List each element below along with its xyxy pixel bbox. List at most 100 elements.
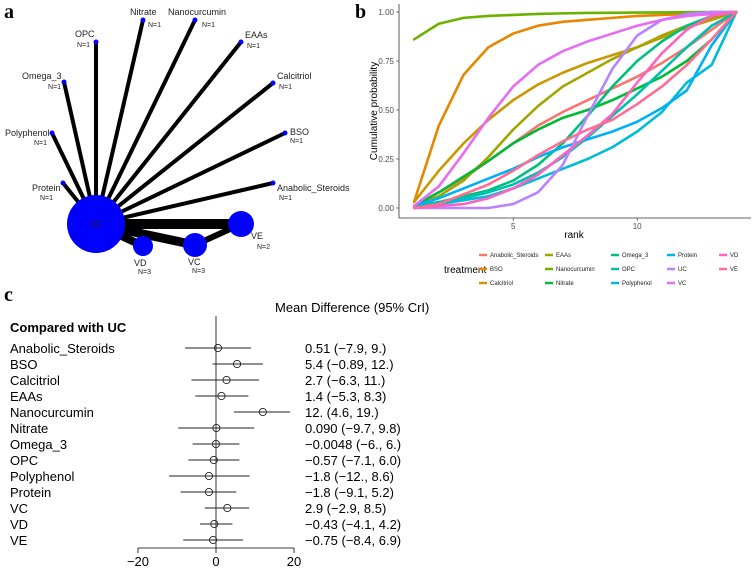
network-node-omega_3 — [61, 79, 67, 85]
series-point — [561, 116, 564, 120]
series-point — [412, 38, 416, 41]
series-point — [512, 128, 515, 131]
rank-plot: 0.00 0.25 0.50 0.75 1.00 5 10 rank Cumulative pr… — [369, 4, 751, 287]
series-point — [636, 75, 639, 78]
series-point — [685, 12, 688, 16]
series-point — [462, 206, 465, 210]
series-point — [611, 85, 614, 88]
forest-row-name-nanocurcumin: Nanocurcumin — [10, 405, 94, 420]
x-axis-title: rank — [564, 230, 584, 241]
legend-label-uc: UC — [678, 267, 687, 273]
series-point — [660, 18, 664, 22]
series-point — [611, 99, 614, 102]
series-point — [685, 28, 688, 31]
point-estimate-nitrate — [212, 423, 221, 433]
network-node-label-uc: UC — [90, 219, 103, 229]
network-edge-uc-nitrate — [94, 19, 145, 225]
series-point — [487, 159, 490, 163]
network-node-vc — [183, 233, 207, 257]
point-estimate-protein — [204, 487, 214, 497]
series-point — [636, 24, 639, 27]
series-point — [710, 63, 713, 67]
forest-row-value-protein: −1.8 (−9.1, 5.2) — [305, 485, 394, 500]
series-point — [660, 51, 664, 55]
series-point — [710, 28, 713, 31]
series-point — [561, 71, 564, 74]
network-node-nanocurcumin — [192, 17, 198, 23]
series-point — [636, 130, 639, 133]
x-tick-label: 5 — [511, 222, 516, 231]
network-edge-uc-anabolic_steroids — [95, 181, 274, 226]
network-node-label-opc: OPC — [75, 29, 95, 39]
series-line-ve — [413, 11, 738, 210]
network-node-polyphenol — [49, 130, 55, 136]
forest-row-name-omega_3: Omega_3 — [10, 437, 67, 452]
point-estimate-nanocurcumin — [258, 407, 267, 417]
legend-label-nanocurcumin: Nanocurcumin — [556, 267, 595, 273]
forest-row-name-calcitriol: Calcitriol — [10, 373, 60, 388]
forest-row-name-protein: Protein — [10, 485, 51, 500]
series-line-uc — [414, 10, 737, 210]
forest-row-value-nanocurcumin: 12. (4.6, 19.) — [305, 405, 379, 420]
series-point — [561, 50, 564, 53]
network-node-count-nanocurcumin: N=1 — [202, 22, 215, 29]
series-point — [462, 179, 465, 182]
forest-row-name-anabolic_steroids: Anabolic_Steroids — [10, 341, 115, 356]
network-node-label-nitrate: Nitrate — [130, 7, 157, 17]
forest-row-name-polyphenol: Polyphenol — [10, 469, 74, 484]
legend-label-ve: VE — [730, 267, 738, 273]
series-point — [685, 89, 688, 92]
legend-label-bso: BSO — [490, 267, 503, 273]
series-point — [586, 157, 589, 161]
series-line-nanocurcumin — [413, 10, 737, 41]
x-tick-label: −20 — [127, 554, 149, 569]
network-node-count-bso: N=1 — [290, 138, 303, 145]
series-point — [586, 138, 589, 141]
series-point — [487, 197, 490, 200]
series-point — [512, 85, 515, 88]
series-line-omega_3 — [413, 10, 737, 208]
y-tick-label: 1.00 — [378, 8, 394, 17]
series-line-opc — [413, 10, 738, 208]
series-point — [636, 120, 639, 123]
network-node-label-calcitriol: Calcitriol — [277, 71, 312, 81]
series-point — [636, 93, 639, 96]
network-node-label-ve: VE — [251, 231, 263, 241]
point-estimate-opc — [209, 455, 218, 465]
series-point — [561, 153, 564, 157]
series-point — [660, 61, 664, 65]
forest-row-value-vd: −0.43 (−4.1, 4.2) — [305, 517, 401, 532]
network-node-count-vd: N=3 — [138, 269, 151, 276]
series-point — [586, 108, 589, 112]
series-point — [710, 24, 713, 27]
series-point — [685, 81, 688, 84]
network-node-protein — [60, 180, 66, 186]
series-point — [512, 13, 515, 17]
forest-row-value-omega_3: −0.0048 (−6., 6.) — [305, 437, 401, 452]
series-point — [636, 14, 639, 18]
panel-label-c: c — [4, 284, 13, 306]
series-point — [660, 69, 664, 73]
series-point — [636, 11, 639, 14]
y-axis-title: Cumulative probability — [369, 62, 380, 160]
panel-label-a: a — [4, 1, 14, 23]
series-point — [487, 14, 490, 18]
network-node-label-protein: Protein — [32, 183, 61, 193]
network-node-ve — [228, 211, 254, 237]
series-point — [586, 11, 589, 15]
series-point — [487, 206, 490, 210]
network-node-vd — [133, 236, 153, 256]
series-line-vd — [413, 10, 737, 210]
series-point — [561, 167, 564, 170]
series-point — [512, 187, 515, 190]
y-tick-label: 0.50 — [378, 106, 394, 115]
series-point — [536, 63, 540, 67]
series-point — [462, 175, 465, 178]
series-point — [462, 193, 465, 196]
network-edge-uc-nanocurcumin — [94, 19, 197, 225]
network-node-uc — [67, 195, 125, 253]
series-point — [660, 106, 664, 110]
network-node-label-eaas: EAAs — [245, 30, 268, 40]
